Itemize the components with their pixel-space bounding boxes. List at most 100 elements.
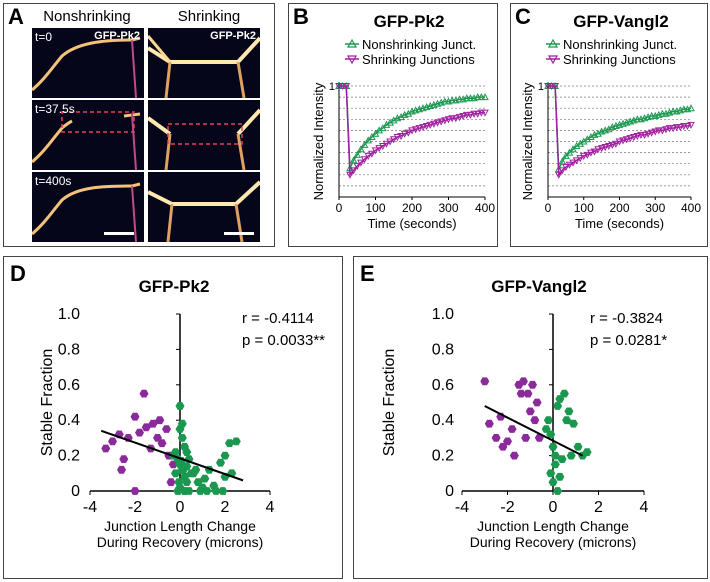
x-tick-label: 300: [645, 201, 665, 215]
data-point: [108, 437, 117, 446]
data-point: [419, 124, 427, 132]
data-point: [437, 118, 446, 126]
data-point: [225, 439, 234, 448]
data-point: [448, 96, 456, 104]
x-axis-label: Junction Length Change: [477, 518, 629, 534]
data-point: [473, 110, 482, 118]
data-point: [683, 122, 692, 131]
data-point: [669, 107, 677, 115]
data-point: [553, 402, 563, 410]
data-point: [430, 120, 438, 128]
data-point: [211, 487, 221, 495]
data-point: [562, 416, 572, 425]
data-point: [626, 135, 635, 143]
x-tick-label: 0: [549, 499, 558, 516]
x-tick-label: 400: [475, 201, 495, 215]
legend-marker: [346, 55, 358, 65]
chart-title: GFP-Pk2: [373, 12, 445, 31]
data-point: [579, 137, 588, 145]
data-point: [415, 125, 424, 133]
data-point: [171, 469, 180, 478]
data-point: [553, 487, 563, 495]
y-tick-label: 0: [71, 483, 80, 500]
y-axis-label: Stable Fraction: [39, 349, 56, 457]
chart-title: GFP-Vangl2: [573, 12, 669, 31]
data-point: [177, 419, 187, 428]
data-point: [404, 129, 413, 137]
protein-label: GFP-Pk2: [210, 30, 256, 42]
data-point: [338, 83, 347, 91]
x-axis-label: During Recovery (microns): [97, 534, 263, 550]
panel-d: D GFP-Pk2 -4 -2 0 2 4 0 0.2 0.4 0.6 0.8 1.0 Junctio…: [3, 256, 343, 579]
data-point: [576, 139, 585, 147]
data-point: [565, 161, 574, 169]
data-point: [335, 83, 343, 91]
data-point: [371, 147, 380, 155]
x-tick-label: -2: [500, 499, 514, 516]
junction-image: [148, 180, 260, 242]
data-point: [534, 434, 544, 442]
image-tile-nonshrinking-t0: t=0 GFP-Pk2: [32, 28, 144, 98]
data-point: [481, 93, 489, 101]
protein-label: GFP-Pk2: [94, 30, 140, 42]
y-tick-label: 0.8: [432, 341, 454, 358]
data-point: [518, 377, 528, 386]
data-point: [651, 128, 660, 136]
data-point: [353, 150, 362, 158]
data-point: [353, 162, 362, 170]
y-tick-label: 1: [329, 81, 335, 93]
data-point: [378, 142, 387, 150]
data-point: [546, 469, 556, 478]
data-point: [357, 145, 365, 153]
data-point: [566, 451, 576, 460]
y-axis-label: Stable Fraction: [381, 349, 398, 457]
data-point: [368, 150, 376, 158]
data-point: [195, 487, 205, 495]
panel-a-label: A: [8, 4, 24, 29]
data-point: [466, 111, 475, 119]
y-tick-label: 0.2: [432, 448, 454, 465]
legend-label: Nonshrinking Junct.: [563, 37, 677, 52]
image-tile-nonshrinking-t400: t=400s: [32, 172, 144, 242]
column-title-nonshrinking: Nonshrinking: [43, 8, 131, 25]
data-point: [364, 152, 373, 160]
chart-title: GFP-Pk2: [138, 277, 210, 296]
data-point: [191, 465, 201, 474]
data-point: [400, 130, 409, 138]
legend-marker: [547, 55, 559, 65]
x-tick-label: 300: [438, 201, 458, 215]
data-point: [569, 419, 578, 428]
data-point: [441, 97, 449, 105]
data-point: [608, 141, 617, 149]
data-point: [382, 140, 391, 148]
data-point: [342, 83, 351, 91]
scale-bar: [104, 232, 134, 235]
data-point: [662, 126, 670, 134]
y-tick-label: 1: [538, 81, 544, 93]
junction-image: [148, 108, 260, 170]
junction-image: [32, 182, 141, 242]
x-tick-label: 200: [609, 201, 629, 215]
data-point: [386, 138, 394, 146]
junction-image: [32, 111, 141, 170]
data-point: [669, 125, 677, 133]
data-point: [216, 458, 225, 467]
data-point: [633, 132, 642, 140]
x-tick-label: -2: [128, 499, 142, 516]
data-point: [555, 472, 565, 481]
data-point: [554, 171, 563, 179]
x-tick-label: -4: [83, 499, 97, 516]
legend-marker: [547, 38, 559, 48]
data-point: [658, 127, 667, 135]
data-point: [622, 136, 631, 144]
legend-label: Nonshrinking Junct.: [362, 37, 476, 52]
data-point: [389, 136, 398, 144]
data-point: [148, 419, 158, 428]
data-point: [558, 167, 567, 175]
data-point: [548, 478, 558, 486]
y-tick-label: 1.0: [432, 306, 454, 323]
data-point: [139, 389, 149, 398]
data-point: [530, 416, 540, 425]
data-point: [364, 136, 373, 144]
stat-annotation: p = 0.0281*: [590, 332, 667, 349]
